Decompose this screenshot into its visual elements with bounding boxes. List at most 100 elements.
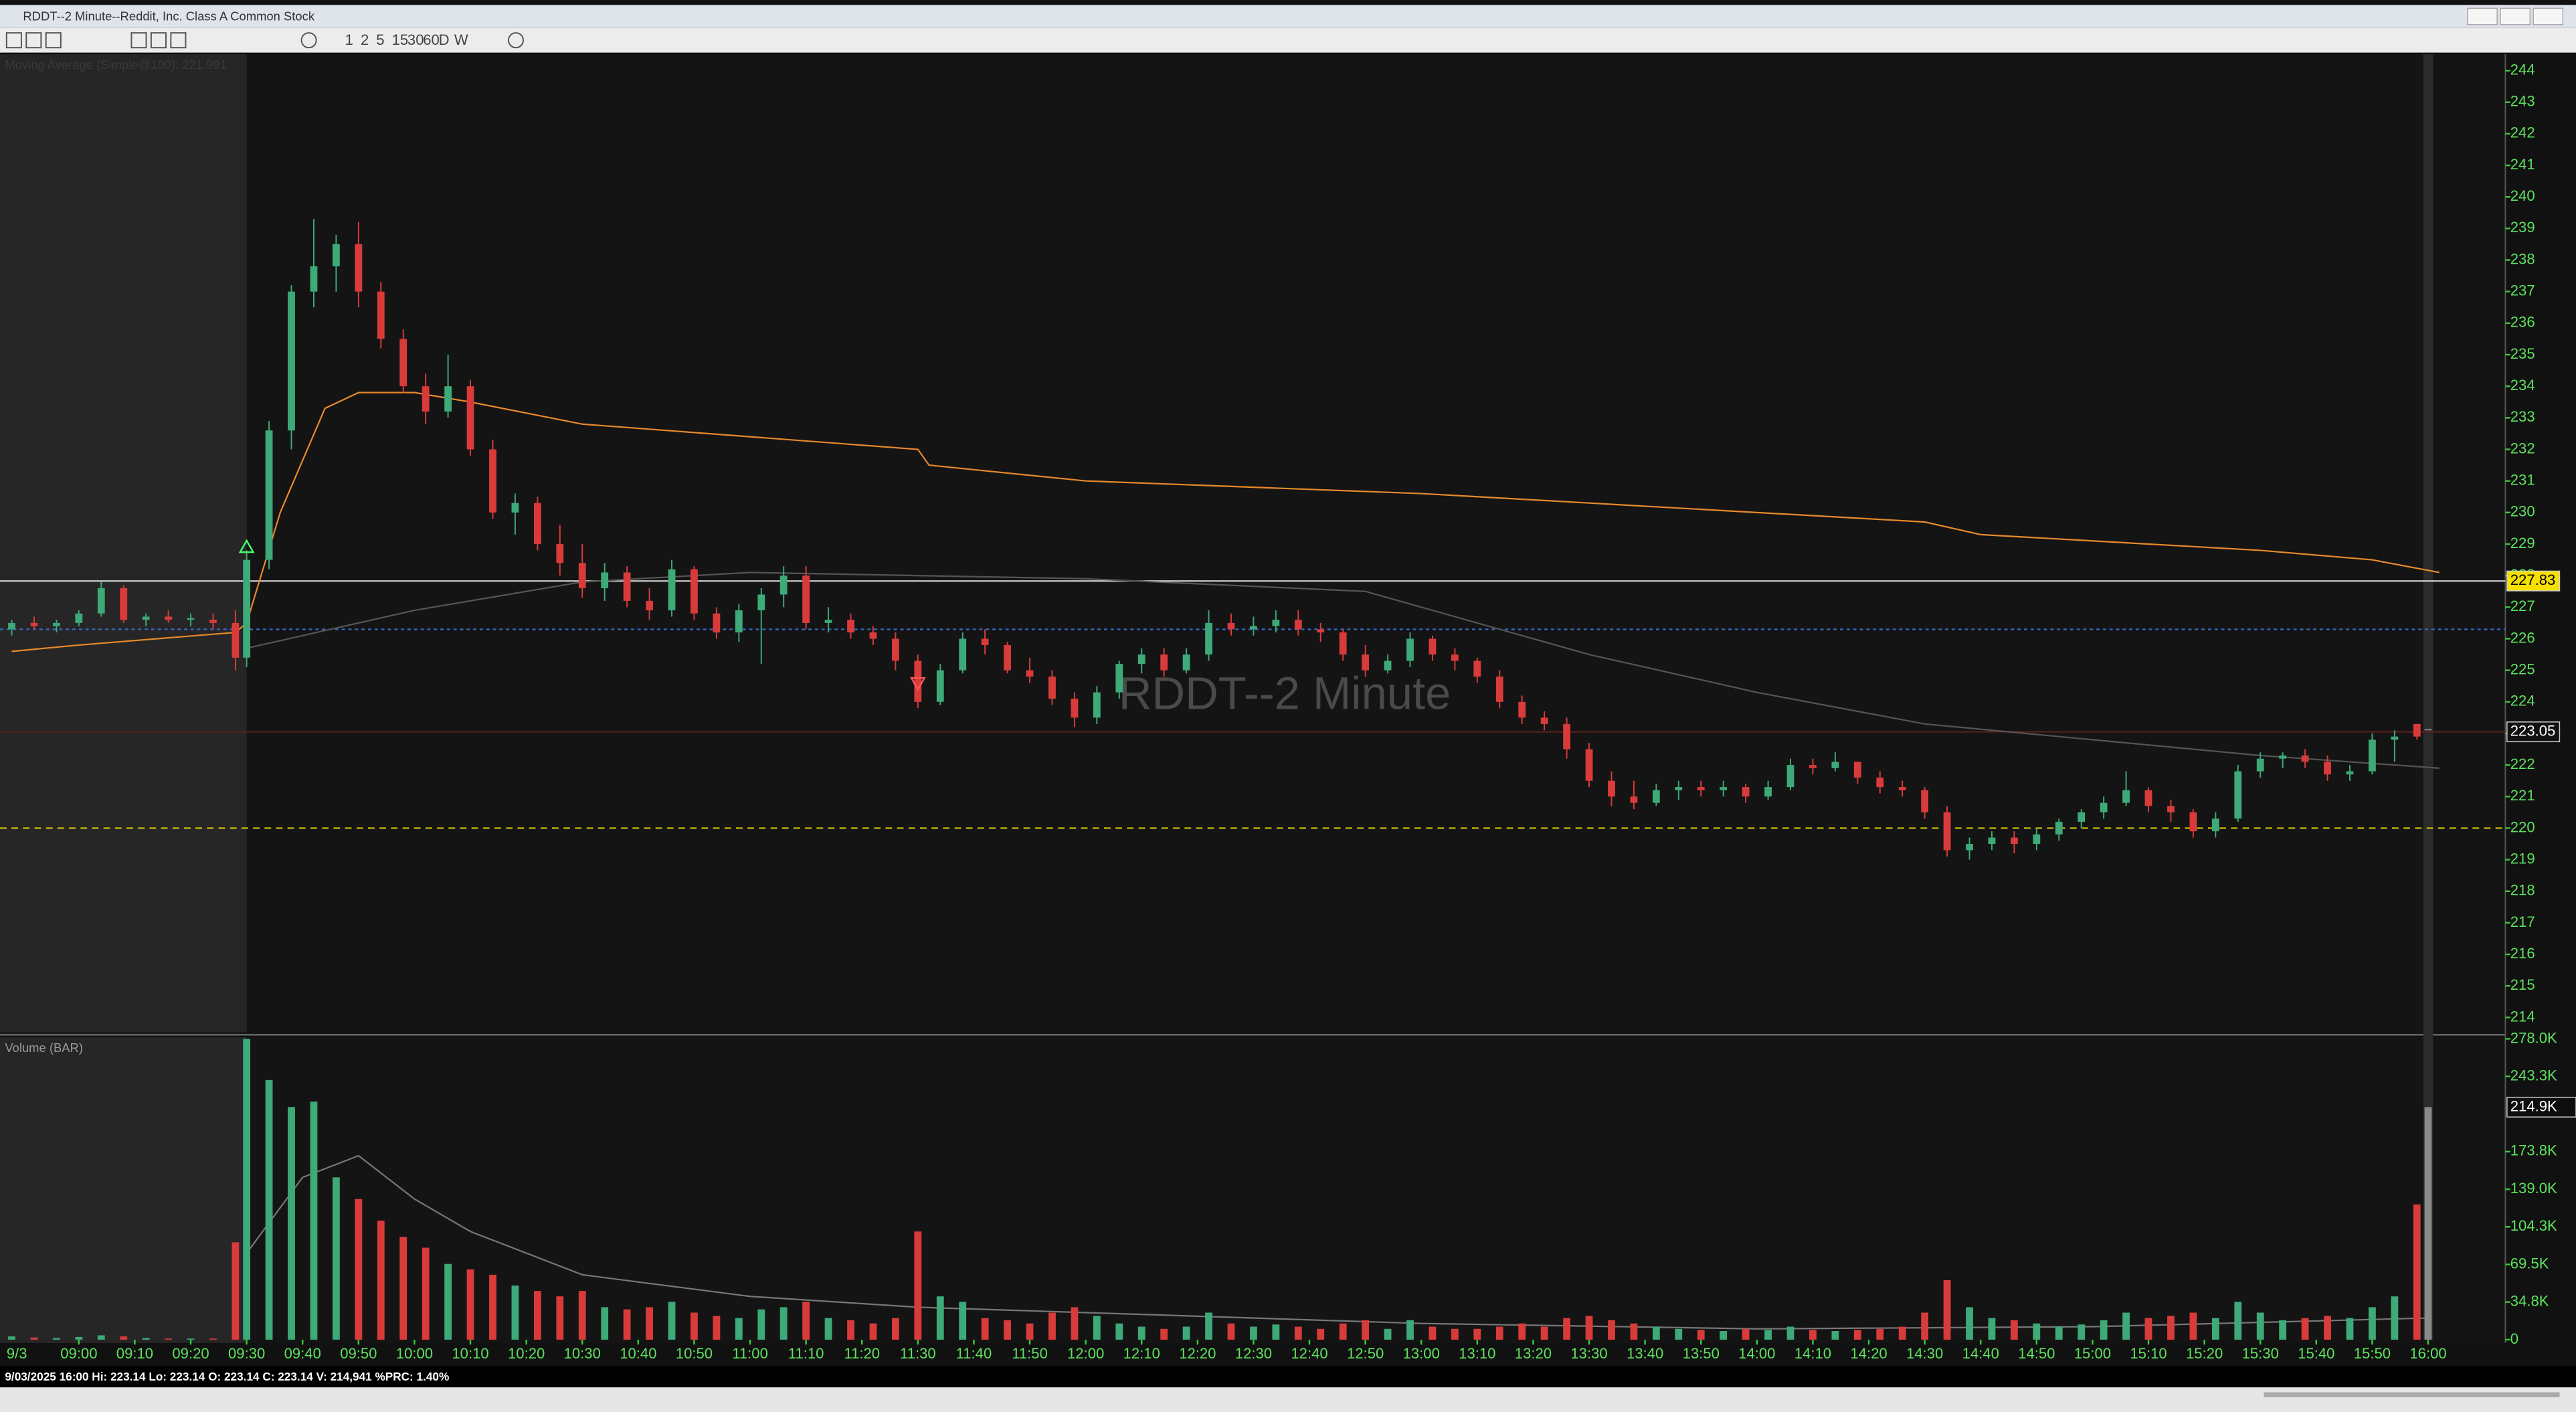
- candle-body: [847, 620, 854, 633]
- volume-bar: [377, 1221, 385, 1340]
- volume-tick-label: 34.8K: [2510, 1292, 2549, 1309]
- volume-bar: [1652, 1326, 1660, 1340]
- candle-body: [1786, 765, 1795, 788]
- interval-button[interactable]: D: [439, 31, 450, 48]
- candle-body: [1026, 670, 1034, 677]
- volume-bar: [735, 1318, 743, 1340]
- volume-bar: [97, 1335, 105, 1340]
- minimize-button[interactable]: [2467, 7, 2498, 25]
- tool-icon[interactable]: [170, 32, 187, 49]
- volume-bar: [2189, 1312, 2197, 1340]
- x-tick-label: 10:20: [508, 1345, 545, 1362]
- interval-button[interactable]: 15: [392, 31, 409, 48]
- volume-bar: [2010, 1320, 2018, 1340]
- volume-bar: [2100, 1320, 2108, 1340]
- interval-button[interactable]: 5: [376, 31, 384, 48]
- candle-body: [1988, 837, 1996, 845]
- price-panel: [0, 54, 2506, 1035]
- x-tick-label: 13:50: [1683, 1345, 1720, 1362]
- volume-bar: [1227, 1323, 1235, 1340]
- volume-bar: [981, 1318, 989, 1340]
- x-tick-label: 12:40: [1291, 1345, 1327, 1362]
- x-tick-label: 11:10: [788, 1345, 824, 1362]
- candle-body: [97, 588, 105, 614]
- close-button[interactable]: [2533, 7, 2563, 25]
- y-tick-label: 232: [2510, 440, 2535, 456]
- x-tick-label: 13:00: [1403, 1345, 1440, 1362]
- candle-body: [2055, 822, 2063, 834]
- volume-bar: [2055, 1326, 2063, 1340]
- candle-body: [959, 638, 967, 671]
- tool-icon[interactable]: [5, 32, 22, 49]
- tool-icon[interactable]: [150, 32, 167, 49]
- interval-button[interactable]: 2: [361, 31, 369, 48]
- candle-body: [1585, 749, 1593, 781]
- volume-bar: [2391, 1296, 2399, 1340]
- candle-body: [1540, 717, 1548, 724]
- tool-icon[interactable]: [507, 32, 525, 49]
- candle-body: [668, 569, 676, 611]
- volume-bar: [209, 1338, 217, 1340]
- volume-bar: [399, 1237, 407, 1340]
- interval-button[interactable]: W: [454, 31, 468, 48]
- volume-bar: [623, 1309, 631, 1340]
- candle-body: [1853, 762, 1861, 778]
- volume-bar: [243, 1039, 251, 1340]
- x-tick-label: 15:40: [2298, 1345, 2334, 1362]
- scrollbar[interactable]: [2264, 1392, 2560, 1397]
- candle-body: [1250, 626, 1257, 630]
- level-label: 227.83: [2510, 571, 2556, 588]
- volume-bar: [1518, 1323, 1526, 1340]
- candle-body: [2346, 771, 2354, 775]
- tool-icon[interactable]: [130, 32, 147, 49]
- candle-body: [142, 616, 150, 620]
- candle-body: [1630, 796, 1638, 803]
- maximize-button[interactable]: [2500, 7, 2531, 25]
- volume-tick-label: 69.5K: [2510, 1255, 2549, 1271]
- y-tick-label: 234: [2510, 377, 2535, 393]
- volume-bar: [533, 1291, 541, 1340]
- candle-body: [623, 572, 631, 601]
- y-tick-label: 236: [2510, 314, 2535, 331]
- y-tick-label: 229: [2510, 535, 2535, 551]
- volume-bar: [1317, 1328, 1325, 1340]
- volume-bar: [1898, 1326, 1906, 1340]
- bottom-bar: [0, 1387, 2576, 1412]
- volume-bar: [1921, 1312, 1929, 1340]
- candle-body: [1093, 692, 1101, 718]
- volume-bar: [265, 1079, 273, 1340]
- volume-bar: [1048, 1312, 1056, 1340]
- interval-button[interactable]: 1: [345, 31, 353, 48]
- interval-button[interactable]: 30: [407, 31, 424, 48]
- volume-bar: [1429, 1326, 1437, 1340]
- x-tick-label: 09:10: [116, 1345, 153, 1362]
- volume-bar: [2167, 1316, 2175, 1340]
- candle-body: [2424, 729, 2432, 731]
- volume-bar: [824, 1318, 832, 1340]
- x-tick-label: 11:30: [900, 1345, 936, 1362]
- tool-icon[interactable]: [45, 32, 62, 49]
- candle-body: [1115, 664, 1123, 693]
- x-tick-label: 09:00: [60, 1345, 97, 1362]
- candle-body: [2100, 802, 2108, 812]
- x-tick-label: 10:30: [564, 1345, 601, 1362]
- volume-bar: [959, 1302, 967, 1340]
- volume-bar: [2234, 1302, 2242, 1340]
- volume-bar: [2078, 1324, 2086, 1340]
- volume-bar: [847, 1320, 854, 1340]
- volume-bar: [2324, 1316, 2331, 1340]
- volume-bar: [8, 1336, 15, 1340]
- tool-icon[interactable]: [300, 32, 317, 49]
- candle-body: [1898, 787, 1906, 790]
- candle-body: [1362, 654, 1370, 671]
- candle-body: [646, 600, 653, 611]
- candle-body: [2122, 790, 2130, 803]
- candle-body: [1406, 638, 1414, 661]
- volume-bar: [2211, 1318, 2219, 1340]
- candle-body: [1339, 632, 1347, 655]
- tool-icon[interactable]: [25, 32, 42, 49]
- interval-button[interactable]: 60: [423, 31, 440, 48]
- candle-body: [1563, 723, 1570, 749]
- candle-body: [1137, 654, 1145, 665]
